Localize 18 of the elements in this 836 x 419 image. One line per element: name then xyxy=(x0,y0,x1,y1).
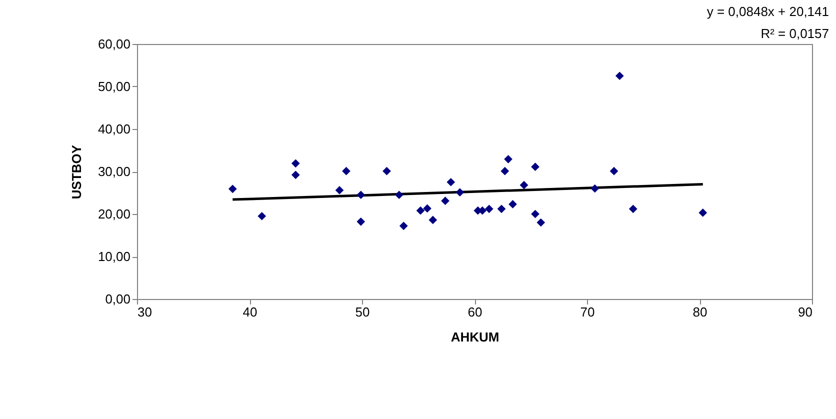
x-tick-label: 30 xyxy=(138,304,152,320)
text: y = 0,0848x + 20,141 xyxy=(706,4,829,19)
y-tick-label: 0,00 xyxy=(105,292,130,306)
x-tick-label: 90 xyxy=(798,304,812,320)
x-tick-label: 80 xyxy=(692,304,708,320)
y-tick-label: 60,00 xyxy=(98,36,130,52)
y-tick-label: 20,00 xyxy=(98,206,130,222)
text: R² = 0,0157 xyxy=(760,26,829,41)
y-axis-title: USTBOY xyxy=(68,144,84,200)
y-tick-label: 50,00 xyxy=(98,79,130,94)
x-tick-label: 70 xyxy=(580,304,595,320)
x-tick-label: 60 xyxy=(468,304,482,320)
x-axis-title: AHKUM xyxy=(450,330,500,344)
x-tick-label: 50 xyxy=(355,304,370,320)
y-tick-label: 30,00 xyxy=(98,164,130,179)
x-tick-label: 40 xyxy=(242,304,258,320)
y-tick-label: 40,00 xyxy=(98,122,130,136)
y-tick-label: 10,00 xyxy=(98,249,130,264)
